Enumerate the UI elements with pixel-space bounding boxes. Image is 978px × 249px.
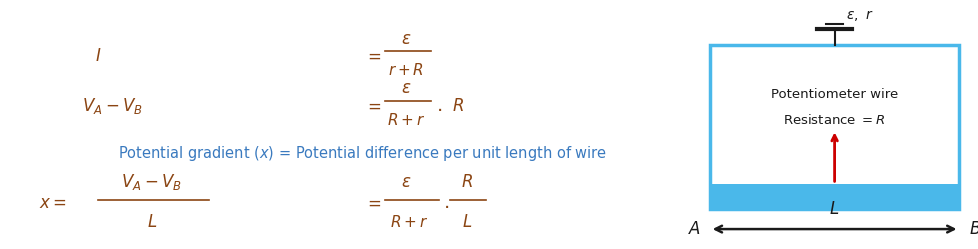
Text: $A$: $A$ <box>687 220 700 238</box>
Text: $x =$: $x =$ <box>39 194 67 212</box>
Text: Potentiometer wire: Potentiometer wire <box>771 88 897 101</box>
Text: $L$: $L$ <box>828 200 839 218</box>
Text: $R + r$: $R + r$ <box>386 112 425 127</box>
Text: Potential gradient ($x$) = Potential difference per unit length of wire: Potential gradient ($x$) = Potential dif… <box>117 144 606 163</box>
Text: $=$: $=$ <box>364 97 381 115</box>
Text: $L$: $L$ <box>147 213 156 231</box>
Text: $\varepsilon$: $\varepsilon$ <box>401 173 411 191</box>
Text: $L$: $L$ <box>462 213 471 231</box>
Text: $B$: $B$ <box>968 220 978 238</box>
Bar <box>709 184 958 209</box>
Text: $=$: $=$ <box>364 47 381 65</box>
Text: Resistance $= R$: Resistance $= R$ <box>782 113 885 127</box>
Text: $R$: $R$ <box>452 97 464 115</box>
Text: $V_A - V_B$: $V_A - V_B$ <box>121 172 182 192</box>
FancyBboxPatch shape <box>709 45 958 209</box>
Text: $I$: $I$ <box>95 47 101 65</box>
Text: $\varepsilon$: $\varepsilon$ <box>401 30 411 48</box>
Text: $.$: $.$ <box>443 193 449 212</box>
Text: $R + r$: $R + r$ <box>389 214 428 230</box>
Text: $V_A - V_B$: $V_A - V_B$ <box>82 96 143 116</box>
Text: $.$: $.$ <box>435 96 441 115</box>
Text: $r + R$: $r + R$ <box>388 62 423 78</box>
Text: $=$: $=$ <box>364 194 381 212</box>
Text: $\varepsilon$: $\varepsilon$ <box>401 79 411 97</box>
Text: $R$: $R$ <box>461 173 472 191</box>
Text: $\varepsilon, \ r$: $\varepsilon, \ r$ <box>845 8 873 23</box>
